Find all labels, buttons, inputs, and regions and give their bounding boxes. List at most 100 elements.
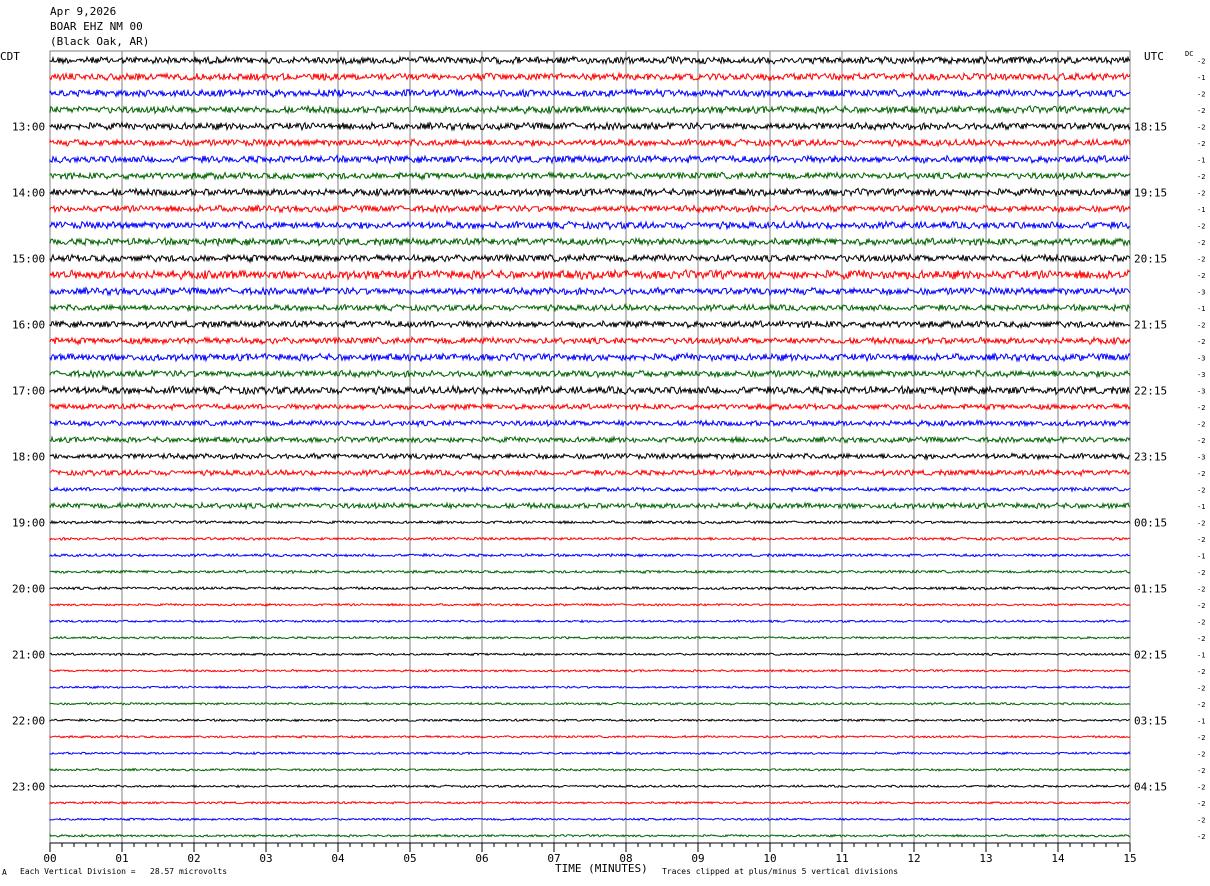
x-tick-label: 09 [691,852,704,865]
dc-offset-label: -2 [1197,585,1205,593]
left-hour-label: 22:00 [12,714,45,727]
seismic-trace [49,54,1131,66]
seismic-trace [49,519,1131,525]
dc-offset-label: -2 [1197,107,1205,115]
dc-offset-label: -3 [1197,288,1205,296]
seismic-trace [49,501,1131,511]
record-date: Apr 9,2026 [50,5,117,18]
dc-offset-label: -2 [1197,750,1205,758]
seismic-trace [49,219,1131,231]
x-tick-label: 04 [331,852,345,865]
dc-offset-label: -2 [1197,90,1205,98]
dc-offset-label: -1 [1197,206,1205,214]
dc-offset-label: -1 [1197,305,1205,313]
x-tick-label: 00 [43,852,56,865]
dc-offset-label: -2 [1197,123,1205,131]
seismic-trace [49,418,1131,428]
seismic-trace [49,784,1131,789]
dc-offset-label: -2 [1197,222,1205,230]
left-hour-label: 18:00 [12,450,45,463]
seismic-trace [49,569,1131,575]
seismic-trace [49,552,1131,558]
dc-offset-label: -2 [1197,783,1205,791]
dc-offset-label: -2 [1197,239,1205,247]
dc-offset-label: -2 [1197,420,1205,428]
dc-offset-label: -2 [1197,602,1205,610]
dc-offset-label: -2 [1197,189,1205,197]
left-hour-label: 15:00 [12,252,45,265]
right-hour-label: 20:15 [1134,252,1167,265]
seismic-trace [49,236,1131,248]
seismic-trace [49,87,1131,99]
dc-offset-label: -2 [1197,816,1205,824]
dc-offset-label: -2 [1197,437,1205,445]
corner-mark: A [2,868,7,877]
seismic-trace [49,368,1131,380]
seismic-trace [49,137,1131,148]
seismic-trace [49,120,1131,132]
right-hour-label: 02:15 [1134,648,1167,661]
seismic-trace [49,668,1131,673]
x-tick-label: 13 [979,852,992,865]
x-tick-label: 01 [115,852,128,865]
seismic-trace [49,384,1131,397]
right-hour-label: 23:15 [1134,450,1167,463]
dc-offset-label: -2 [1197,486,1205,494]
seismic-trace [49,585,1131,591]
seismic-trace [49,817,1131,822]
dc-offset-label: -1 [1197,74,1205,82]
right-hour-label: 03:15 [1134,714,1167,727]
seismic-trace [49,536,1131,542]
left-timezone-label: CDT [0,50,20,63]
dc-offset-label: -2 [1197,635,1205,643]
seismic-trace [49,268,1131,282]
dc-offset-label: -2 [1197,321,1205,329]
x-tick-label: 14 [1051,852,1065,865]
seismic-trace [49,767,1131,772]
seismic-trace [49,619,1131,624]
x-tick-label: 07 [547,852,560,865]
seismic-trace [49,154,1131,165]
seismic-trace [49,602,1131,607]
seismic-trace [49,402,1131,412]
x-tick-label: 10 [763,852,776,865]
seismic-trace [49,319,1131,330]
seismic-trace [49,351,1131,363]
seismic-trace [49,751,1131,756]
x-tick-label: 06 [475,852,488,865]
dc-column-label: DC [1185,50,1193,58]
dc-offset-label: -2 [1197,57,1205,65]
station-code: BOAR EHZ NM 00 [50,20,143,33]
dc-offset-label: -2 [1197,338,1205,346]
seismic-trace [49,451,1131,461]
dc-offset-label: -2 [1197,536,1205,544]
dc-offset-label: -2 [1197,404,1205,412]
dc-offset-label: -1 [1197,651,1205,659]
right-hour-label: 21:15 [1134,318,1167,331]
x-tick-label: 12 [907,852,920,865]
dc-offset-label: -2 [1197,684,1205,692]
left-hour-label: 21:00 [12,648,45,661]
seismic-trace [49,685,1131,690]
right-hour-label: 04:15 [1134,780,1167,793]
x-tick-label: 02 [187,852,200,865]
left-hour-label: 20:00 [12,582,45,595]
dc-offset-label: -2 [1197,734,1205,742]
dc-offset-label: -2 [1197,519,1205,527]
seismic-trace [49,718,1131,723]
left-hour-label: 13:00 [12,120,45,133]
seismic-trace [49,468,1131,478]
left-hour-label: 19:00 [12,516,45,529]
clip-note: Traces clipped at plus/minus 5 vertical … [662,867,899,876]
seismic-trace [49,203,1131,215]
x-tick-label: 03 [259,852,272,865]
right-hour-label: 18:15 [1134,120,1167,133]
dc-offset-label: -3 [1197,371,1205,379]
plot-frame [49,50,1131,844]
dc-offset-label: -1 [1197,552,1205,560]
dc-offset-label: -3 [1197,453,1205,461]
dc-offset-label: -2 [1197,569,1205,577]
dc-offset-label: -2 [1197,618,1205,626]
dc-offset-label: -2 [1197,140,1205,148]
seismic-trace [49,701,1131,706]
